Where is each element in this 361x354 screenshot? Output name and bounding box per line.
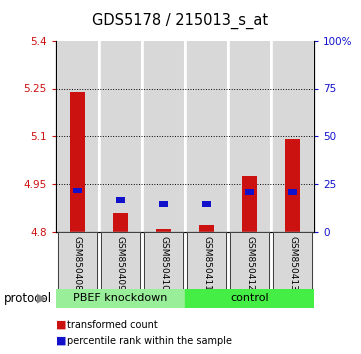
Bar — [273, 232, 312, 289]
FancyBboxPatch shape — [56, 290, 185, 307]
Bar — [230, 41, 269, 232]
Bar — [70, 92, 85, 232]
Text: control: control — [230, 293, 269, 303]
Text: GSM850412: GSM850412 — [245, 236, 254, 291]
Bar — [116, 197, 125, 203]
Bar — [230, 232, 269, 289]
Bar — [187, 232, 226, 289]
Text: GSM850411: GSM850411 — [202, 236, 211, 291]
Text: ▶: ▶ — [37, 292, 46, 305]
Text: protocol: protocol — [4, 292, 52, 305]
Bar — [202, 201, 211, 207]
Bar — [144, 232, 183, 289]
Bar — [288, 189, 297, 195]
Text: transformed count: transformed count — [67, 320, 157, 330]
Text: PBEF knockdown: PBEF knockdown — [73, 293, 168, 303]
Bar — [273, 41, 312, 232]
Bar — [242, 176, 257, 232]
Bar — [187, 232, 226, 289]
Bar — [230, 232, 269, 289]
Text: GSM850408: GSM850408 — [73, 236, 82, 291]
Bar — [144, 41, 183, 232]
Bar — [101, 232, 140, 289]
Bar — [159, 201, 168, 207]
Bar — [58, 41, 97, 232]
Text: percentile rank within the sample: percentile rank within the sample — [67, 336, 232, 346]
Text: GSM850409: GSM850409 — [116, 236, 125, 291]
Bar — [113, 213, 128, 232]
Bar — [101, 232, 140, 289]
Bar — [245, 189, 254, 195]
Bar — [144, 232, 183, 289]
Text: GSM850410: GSM850410 — [159, 236, 168, 291]
Bar — [187, 41, 226, 232]
Text: ■: ■ — [56, 320, 66, 330]
Bar — [73, 188, 82, 193]
Text: ■: ■ — [56, 336, 66, 346]
Text: GSM850413: GSM850413 — [288, 236, 297, 291]
Bar — [58, 232, 97, 289]
Bar — [199, 225, 214, 232]
Bar — [273, 232, 312, 289]
Bar — [285, 139, 300, 232]
Text: GDS5178 / 215013_s_at: GDS5178 / 215013_s_at — [92, 12, 269, 29]
Bar — [101, 41, 140, 232]
Bar — [58, 232, 97, 289]
Bar — [156, 229, 171, 232]
FancyBboxPatch shape — [185, 290, 314, 307]
